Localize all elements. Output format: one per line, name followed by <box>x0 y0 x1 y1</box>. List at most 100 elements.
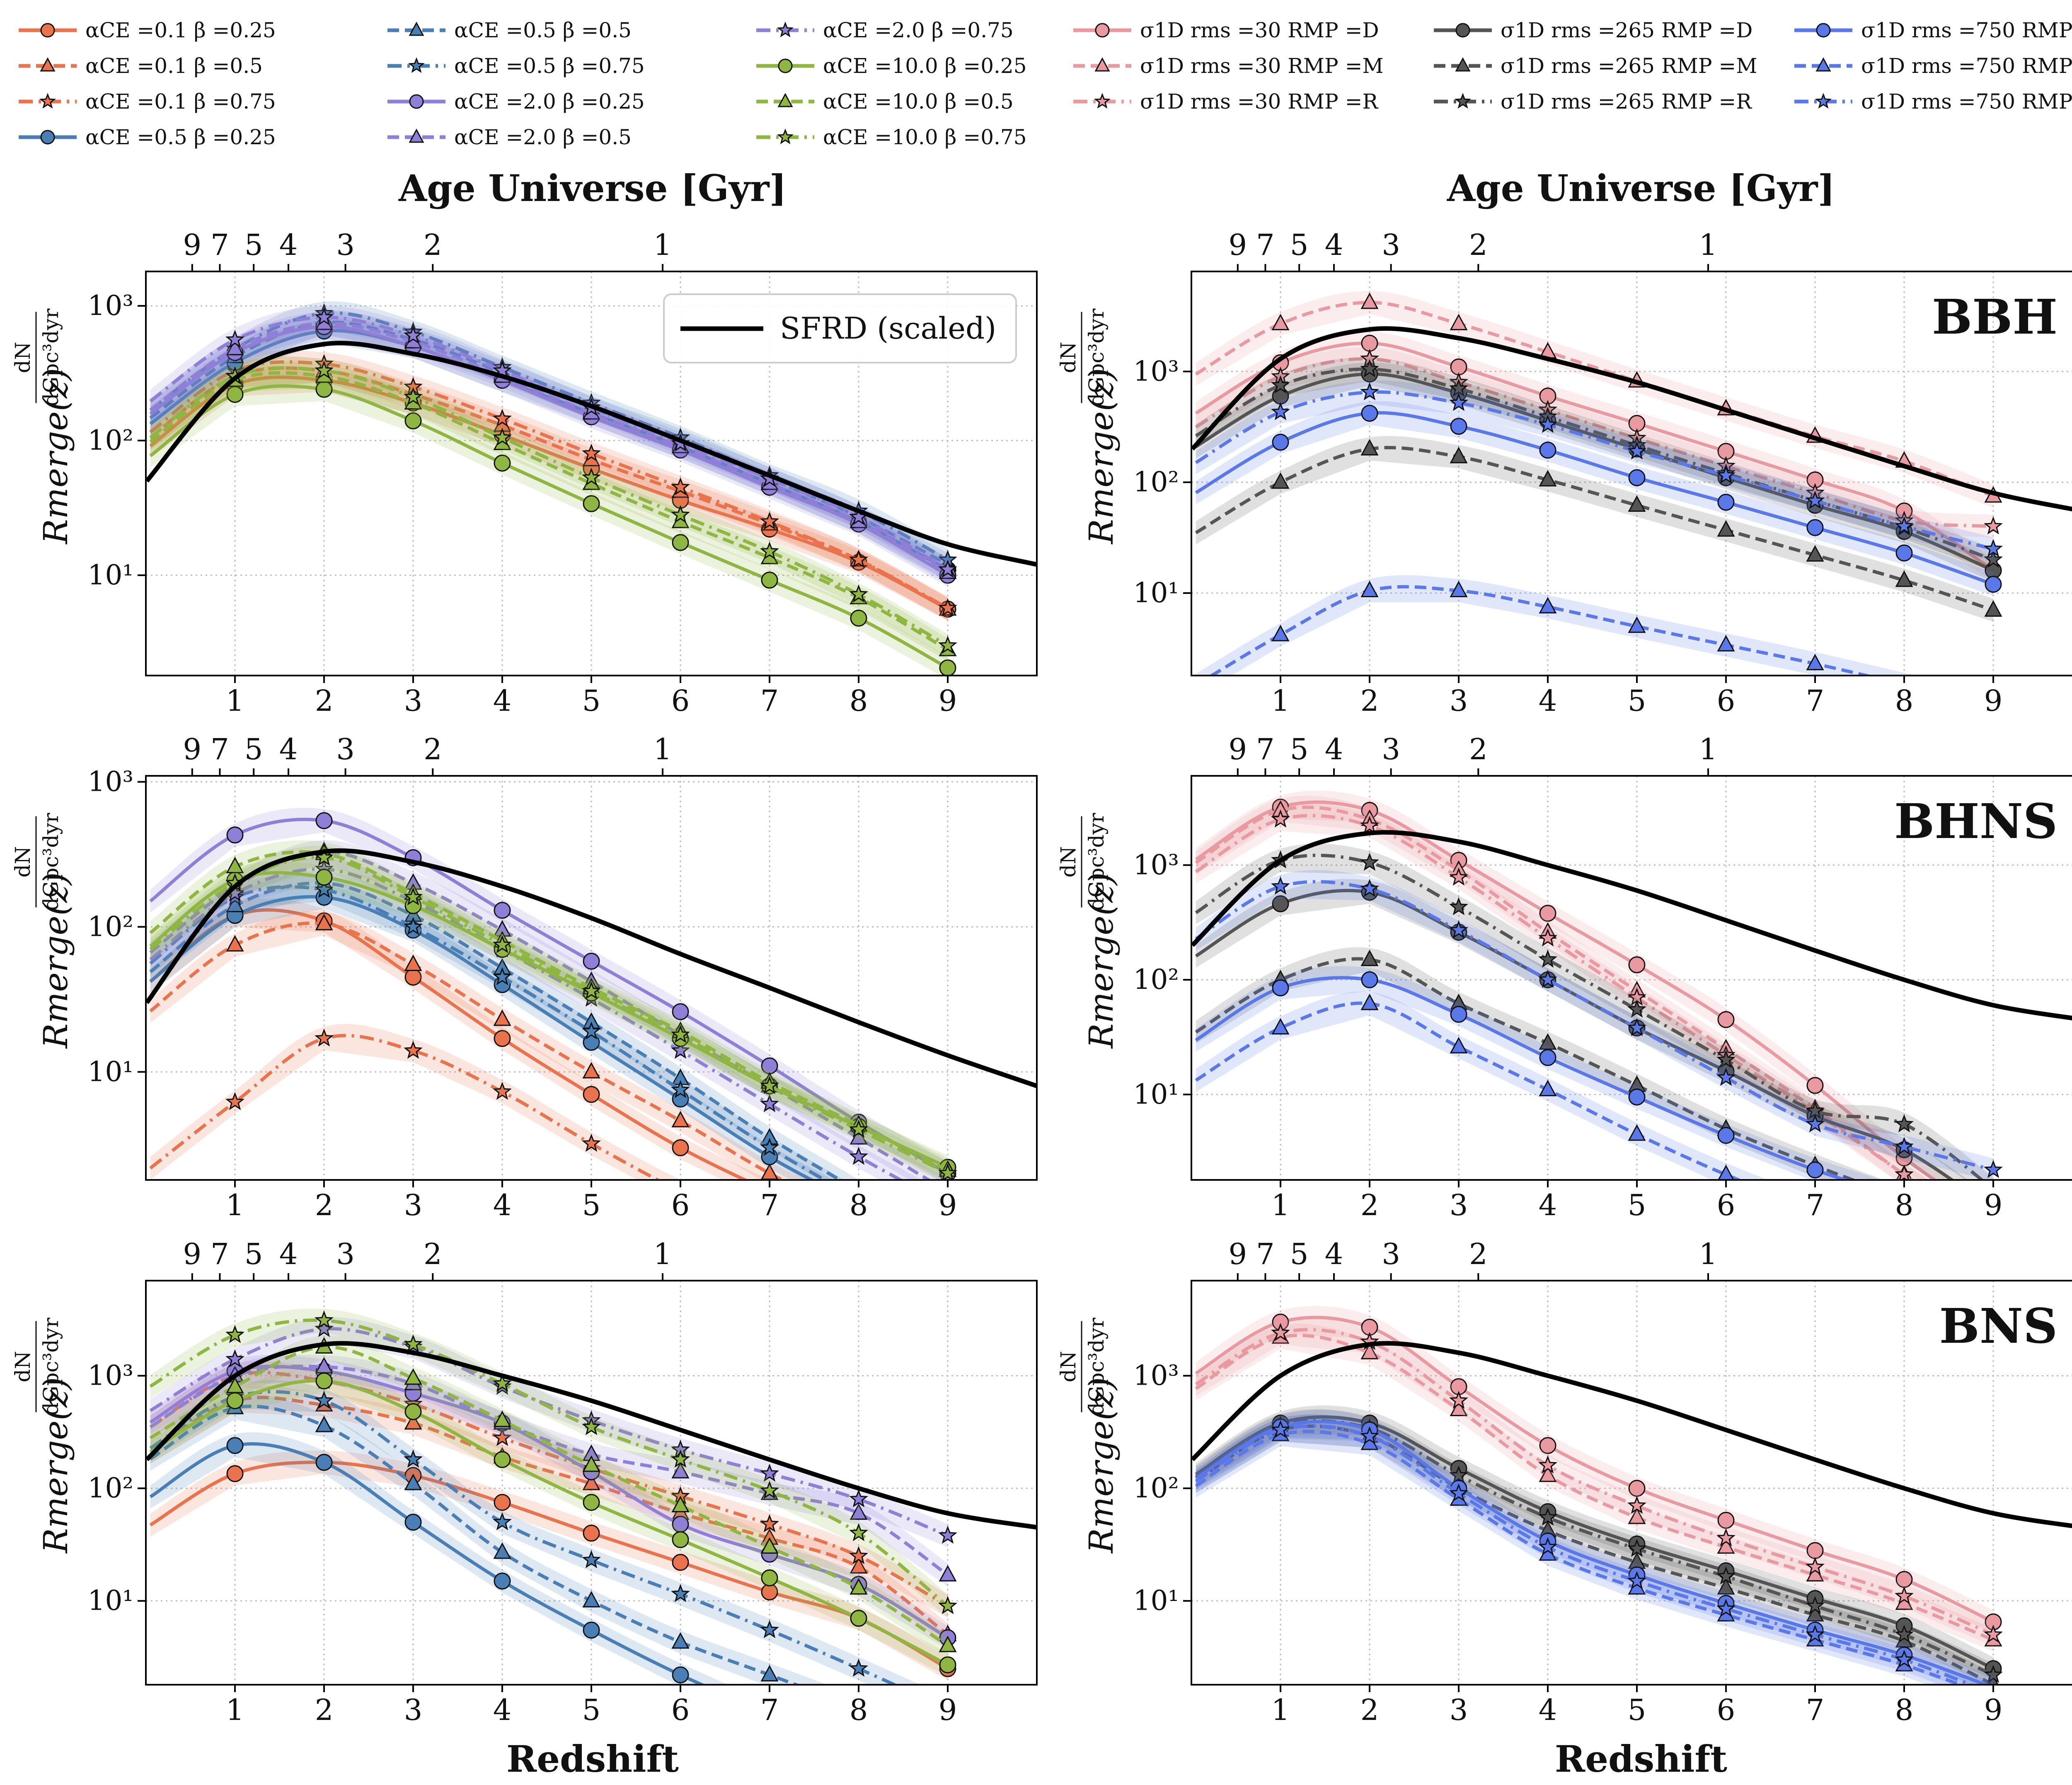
legend-item: αCE =2.0 β =0.5 <box>385 119 632 155</box>
series-marker <box>1450 581 1468 598</box>
x-tick-label: 2 <box>315 684 334 718</box>
series-line <box>149 366 949 647</box>
series-marker <box>1360 816 1380 834</box>
bottom-axis-title-left: Redshift <box>506 1737 679 1780</box>
series-marker <box>1628 1088 1646 1106</box>
series-marker <box>1894 1586 1914 1604</box>
series-marker <box>226 339 244 356</box>
series-marker <box>1894 1625 1914 1643</box>
series-marker <box>1717 520 1735 537</box>
legend-label: σ1D rms =30 RMP =M <box>1140 54 1384 78</box>
y-tick-label: 10³ <box>1133 355 1179 387</box>
legend-swatch <box>756 58 814 73</box>
series-marker <box>315 1415 333 1432</box>
sfrd-line <box>146 341 1037 567</box>
legend-label: σ1D rms =30 RMP =D <box>1140 18 1379 42</box>
series-marker <box>1806 1077 1824 1094</box>
series-marker <box>1628 1124 1646 1141</box>
series-marker <box>672 1666 689 1683</box>
top-tick-label: 2 <box>1469 1237 1488 1271</box>
series-marker <box>225 329 245 348</box>
series-marker <box>1539 470 1557 487</box>
series-line <box>1195 1429 1965 1685</box>
series-marker <box>850 1578 868 1595</box>
legend-label: σ1D rms =265 RMP =M <box>1501 54 1757 78</box>
legend-marker <box>409 128 424 143</box>
series-marker <box>314 1310 334 1329</box>
series-marker <box>1271 402 1290 420</box>
series-marker <box>849 1119 868 1138</box>
series-marker <box>582 1455 600 1472</box>
series-marker <box>315 913 333 930</box>
series-marker <box>1984 600 2002 617</box>
y-unit-num: dN <box>1056 1351 1080 1383</box>
top-tick-label: 1 <box>654 228 672 262</box>
series-marker <box>583 1494 600 1511</box>
x-tick-label: 6 <box>1717 684 1736 718</box>
sfrd-line <box>1191 326 2072 511</box>
top-tick-label: 7 <box>211 732 229 766</box>
top-axis-title-right: Age Universe [Gyr] <box>1447 167 1835 210</box>
legend-item: σ1D rms =750 RMP =D <box>1792 12 2072 48</box>
sfrd-line <box>146 848 1037 1088</box>
series-marker <box>1360 853 1380 871</box>
sfrd-legend: SFRD (scaled) <box>663 293 1017 363</box>
series-marker <box>1717 494 1735 511</box>
series-marker <box>849 550 868 568</box>
series-marker <box>1627 1539 1646 1557</box>
series-marker <box>670 1449 690 1468</box>
series-marker <box>1717 635 1735 652</box>
legend-marker <box>408 57 425 73</box>
series-line <box>149 1390 899 1685</box>
y-tick-label: 10³ <box>1133 1360 1179 1392</box>
x-tick-label: 4 <box>493 1188 512 1222</box>
series-marker <box>404 1514 422 1531</box>
top-tick-label: 9 <box>1229 1237 1247 1271</box>
series-marker <box>850 1503 868 1520</box>
series-band <box>150 1395 827 1685</box>
series-marker <box>403 887 423 906</box>
series-marker <box>1627 1018 1646 1036</box>
series-marker <box>1628 1507 1646 1524</box>
x-tick-label: 3 <box>404 1188 423 1222</box>
series-line <box>1195 372 1994 572</box>
y-unit-den: dGpc³dyr <box>39 308 63 406</box>
series-marker <box>1895 516 1914 535</box>
series-marker <box>404 387 423 405</box>
series-marker <box>1894 1136 1914 1155</box>
x-tick-label: 5 <box>1628 1693 1646 1727</box>
x-tick-label: 9 <box>1984 1693 2003 1727</box>
series-line <box>149 375 949 611</box>
y-axis-label: Rmerge(z)dN dGpc³dyr <box>1056 308 1121 545</box>
series-marker <box>671 1024 690 1043</box>
legend-marker <box>1815 92 1832 109</box>
series-marker <box>1538 949 1558 968</box>
legend-swatch <box>387 94 445 109</box>
series-marker <box>850 1557 868 1574</box>
series-marker <box>315 812 333 829</box>
series-marker <box>1450 1400 1468 1417</box>
series-marker <box>761 572 778 589</box>
legend-marker <box>1815 57 1831 72</box>
series-band <box>150 1354 948 1649</box>
series-marker <box>1360 1343 1379 1359</box>
legend-marker <box>409 94 424 109</box>
x-tick-label: 7 <box>1806 684 1825 718</box>
series-marker <box>1716 1599 1736 1617</box>
y-axis-label: Rmerge(z)dN dGpc³dyr <box>11 1318 75 1554</box>
series-band <box>1196 790 1951 1180</box>
legend-marker <box>1455 57 1471 72</box>
y-label-text: Rmerge(z) <box>1082 872 1121 1049</box>
top-tick-label: 9 <box>183 228 202 262</box>
legend-swatch <box>19 57 77 72</box>
series-marker <box>583 1621 600 1639</box>
legend-marker <box>777 128 794 144</box>
x-tick-label: 7 <box>1806 1188 1825 1222</box>
series-marker <box>1450 1037 1468 1054</box>
top-tick-label: 2 <box>424 732 442 766</box>
series-line <box>1195 1334 1994 1642</box>
top-tick-label: 3 <box>336 1237 355 1271</box>
series-marker <box>1895 1649 1914 1668</box>
y-tick-label: 10² <box>1133 964 1179 995</box>
series-marker <box>225 1349 244 1368</box>
